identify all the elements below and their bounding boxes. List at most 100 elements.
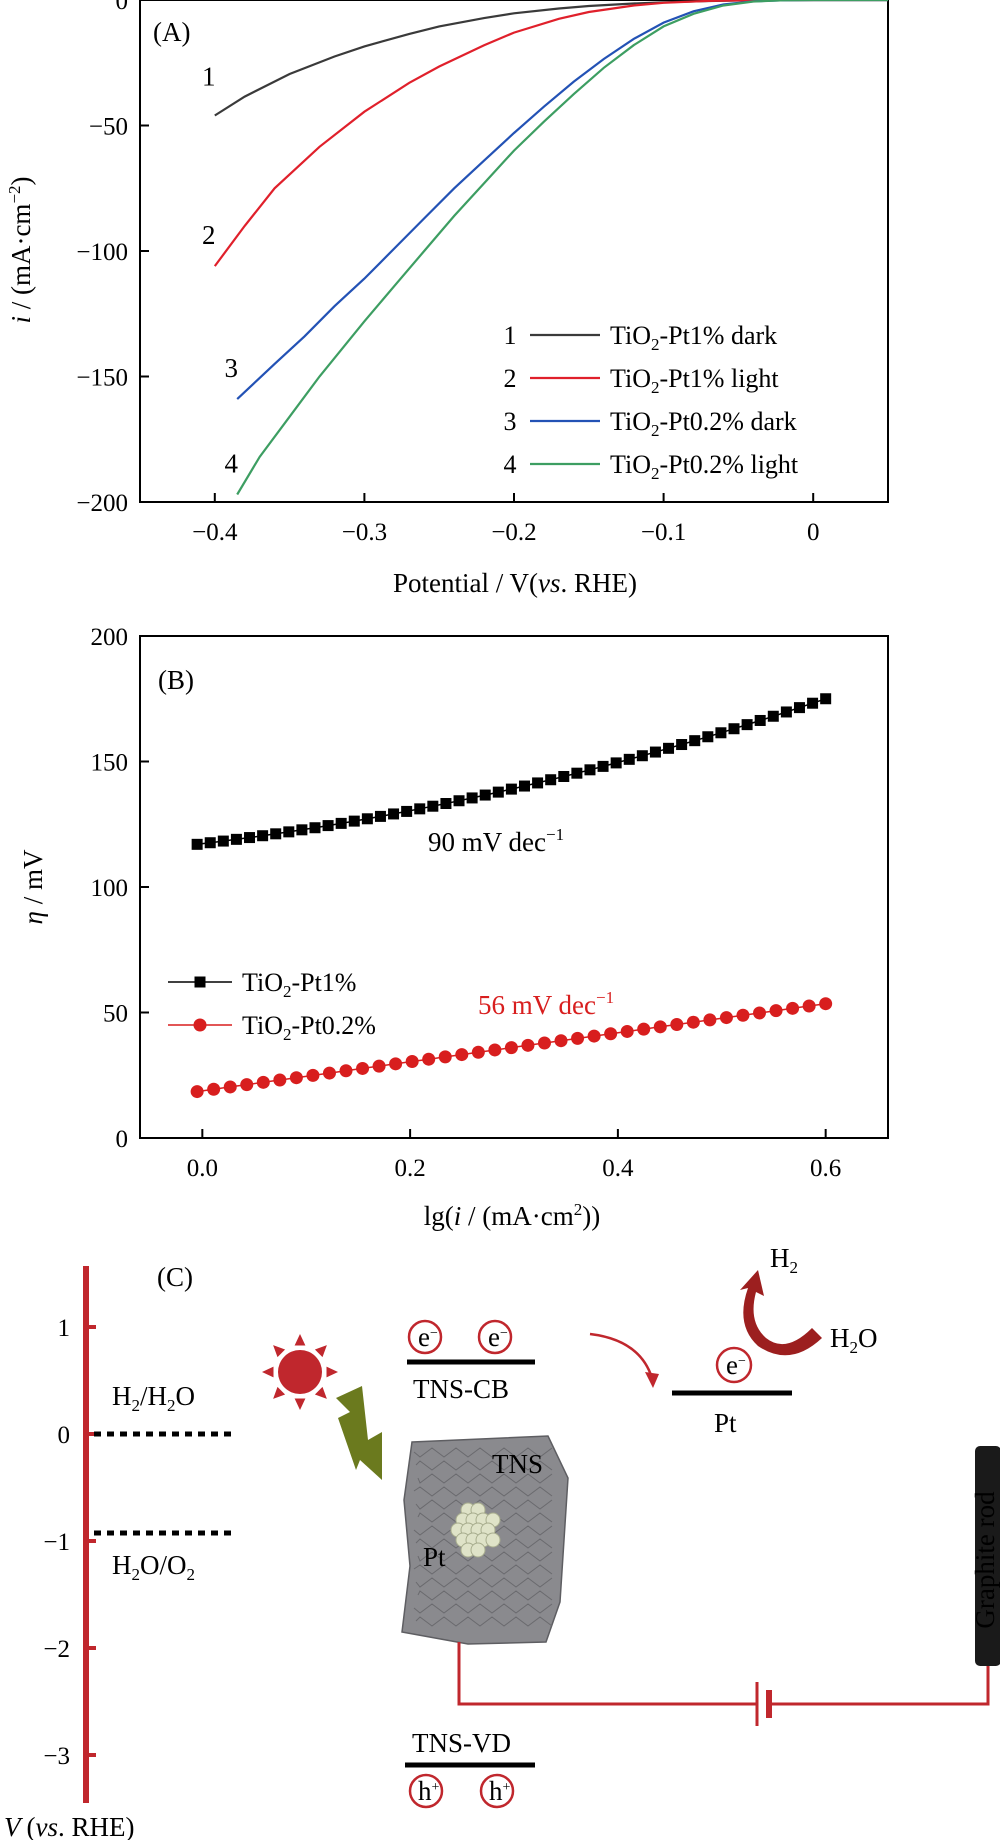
panel-b-x-axis-title: lg(i / (mA·cm2)) <box>424 1200 600 1231</box>
tns-sheet-label: TNS <box>492 1449 543 1479</box>
electron-label: e− <box>488 1322 508 1352</box>
data-point <box>703 1013 717 1027</box>
data-point <box>348 815 360 827</box>
data-point <box>636 750 648 762</box>
curve-number-label: 3 <box>224 353 238 383</box>
data-point <box>453 795 465 807</box>
data-point <box>584 764 596 776</box>
h2-label: H2 <box>770 1243 798 1277</box>
panel-a-label: (A) <box>153 17 190 47</box>
sheet-wrinkle <box>417 1473 553 1484</box>
data-point <box>663 742 675 754</box>
legend-marker <box>194 976 206 988</box>
data-point <box>191 838 203 850</box>
x-tick-label: 0.6 <box>810 1155 841 1182</box>
data-point <box>604 1027 618 1041</box>
x-tick-label: 0.2 <box>394 1155 425 1182</box>
slope-annotation-red: 56 mV dec−1 <box>478 988 614 1020</box>
electron-transfer-arrowhead <box>645 1372 659 1388</box>
data-point <box>769 1004 783 1018</box>
h2-evolution-arrow <box>740 1270 822 1356</box>
y-tick-label: 100 <box>91 875 129 902</box>
y-tick-label: 200 <box>91 624 129 651</box>
pt-particle <box>470 1542 486 1558</box>
data-point <box>230 833 242 845</box>
data-point <box>289 1071 303 1085</box>
electron-transfer-arrow <box>589 1332 654 1379</box>
sheet-wrinkle <box>415 1499 553 1510</box>
data-point <box>388 808 400 820</box>
panel-b: (B) 0.0 0.2 0.4 0.6 0 50 100 150 200 90 mV dec−1… <box>18 624 889 1231</box>
tns-sheet-illustration: TNS Pt <box>401 1435 569 1645</box>
series-line-3 <box>236 0 888 400</box>
sheet-wrinkle <box>413 1564 553 1575</box>
data-point <box>244 832 256 844</box>
panel-a-ticks: −0.4 −0.3 −0.2 −0.1 0 0 −50 −100 −150 −200 <box>76 0 819 546</box>
data-point <box>471 1045 485 1059</box>
pt-particle <box>485 1532 501 1548</box>
data-point <box>558 770 570 782</box>
sun-ray <box>294 1398 306 1410</box>
series-line-1 <box>214 0 888 117</box>
electron-label: e− <box>726 1350 746 1380</box>
curve-number-label: 4 <box>224 448 238 478</box>
data-point <box>306 1068 320 1082</box>
x-tick-label: −0.2 <box>491 519 536 546</box>
data-point <box>356 1061 370 1075</box>
electron-icon <box>477 1319 513 1355</box>
graphite-rod-label: Graphite rod <box>970 1491 1000 1629</box>
sun-ray <box>326 1366 338 1378</box>
sheet-wrinkle <box>413 1486 553 1497</box>
data-point <box>223 1080 237 1094</box>
legend-label: TiO2-Pt0.2% dark <box>610 407 797 440</box>
data-point <box>754 714 766 726</box>
x-tick-label: −0.1 <box>641 519 686 546</box>
hole-icon <box>408 1773 444 1809</box>
data-point <box>283 826 295 838</box>
data-point <box>521 1038 535 1052</box>
data-point <box>190 1085 204 1099</box>
data-point <box>270 828 282 840</box>
electron-label: e− <box>418 1322 438 1352</box>
sheet-wrinkle <box>413 1447 553 1458</box>
data-point <box>466 792 478 804</box>
data-point <box>455 1048 469 1062</box>
data-point <box>767 710 779 722</box>
data-point <box>545 774 557 786</box>
panel-a-curve-labels: 1 2 3 4 <box>202 61 238 478</box>
data-point <box>715 727 727 739</box>
data-point <box>309 822 321 834</box>
data-point <box>637 1022 651 1036</box>
data-point <box>571 1031 585 1045</box>
y-tick-label: −150 <box>76 365 128 392</box>
legend-number: 1 <box>504 321 517 350</box>
h2-h2o-level-label: H2/H2O <box>112 1381 195 1415</box>
panel-b-label: (B) <box>158 665 194 695</box>
panel-b-y-axis-title: η / mV <box>18 849 48 924</box>
data-point <box>689 735 701 747</box>
legend-label: TiO2-Pt0.2% light <box>610 450 799 483</box>
sheet-wrinkle <box>415 1577 553 1588</box>
data-point <box>571 767 583 779</box>
data-point <box>753 1006 767 1020</box>
data-point <box>670 1018 684 1032</box>
data-point <box>322 820 334 832</box>
panel-c: (C) 1 0 −1 −2 −3 V (vs. RHE) H2/H2O H2O/O2 e−… <box>4 1243 1000 1840</box>
data-point <box>653 1020 667 1034</box>
panel-a-legend: 1 TiO2-Pt1% dark 2 TiO2-Pt1% light 3 TiO2-Pt0… <box>504 321 799 483</box>
hole-icon <box>479 1773 515 1809</box>
data-point <box>322 1066 336 1080</box>
y-tick-label: −200 <box>76 490 128 517</box>
panel-a-y-axis-title: i / (mA·cm−2) <box>5 176 36 323</box>
circuit-wire-left <box>457 1642 757 1706</box>
sun-icon <box>262 1334 338 1410</box>
potential-axis-title: V (vs. RHE) <box>4 1812 135 1840</box>
series-line-2 <box>213 0 888 267</box>
potential-axis-ticks: 1 0 −1 −2 −3 <box>43 1315 96 1770</box>
data-point <box>518 780 530 792</box>
data-point <box>736 1008 750 1022</box>
data-point <box>389 1057 403 1071</box>
data-point <box>207 1082 221 1096</box>
tns-cb-label: TNS-CB <box>413 1374 509 1404</box>
potential-tick-label: 0 <box>58 1422 71 1449</box>
